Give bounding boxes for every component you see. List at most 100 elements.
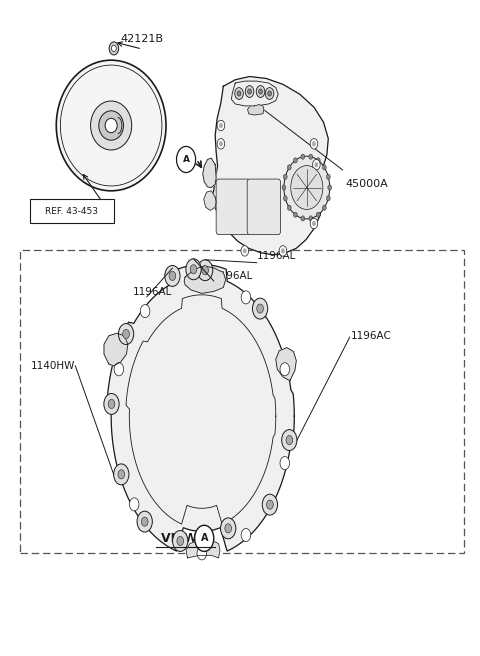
Polygon shape <box>276 348 296 380</box>
Circle shape <box>114 464 129 485</box>
Ellipse shape <box>91 101 132 150</box>
Circle shape <box>108 400 115 409</box>
Circle shape <box>281 249 285 253</box>
Circle shape <box>217 120 225 131</box>
Ellipse shape <box>56 60 166 191</box>
Circle shape <box>309 216 312 221</box>
Circle shape <box>312 221 316 226</box>
Text: 45000A: 45000A <box>345 179 388 190</box>
Circle shape <box>328 185 332 190</box>
Circle shape <box>293 212 297 217</box>
Circle shape <box>220 518 236 539</box>
Circle shape <box>326 174 330 180</box>
Circle shape <box>291 165 323 209</box>
Text: 1196AL: 1196AL <box>214 271 253 281</box>
Circle shape <box>119 323 134 344</box>
Circle shape <box>248 89 252 94</box>
Circle shape <box>262 494 277 515</box>
Circle shape <box>268 91 272 96</box>
Circle shape <box>219 141 223 146</box>
Circle shape <box>219 123 223 128</box>
Circle shape <box>316 158 320 163</box>
Circle shape <box>123 329 130 338</box>
Circle shape <box>314 162 318 167</box>
Polygon shape <box>203 158 216 188</box>
FancyBboxPatch shape <box>216 179 250 235</box>
Circle shape <box>265 88 274 99</box>
Ellipse shape <box>99 111 123 140</box>
Circle shape <box>130 498 139 511</box>
Polygon shape <box>104 333 128 366</box>
Circle shape <box>225 523 231 533</box>
Polygon shape <box>204 191 216 211</box>
Text: 1196AL: 1196AL <box>132 287 172 297</box>
Circle shape <box>137 511 152 532</box>
Circle shape <box>114 363 124 376</box>
Circle shape <box>169 272 176 281</box>
Circle shape <box>237 91 241 96</box>
Circle shape <box>283 174 287 180</box>
Text: 42121B: 42121B <box>120 34 164 44</box>
Circle shape <box>283 195 287 201</box>
Polygon shape <box>184 266 226 293</box>
Circle shape <box>186 259 201 279</box>
Circle shape <box>173 531 188 552</box>
Circle shape <box>257 304 264 313</box>
Circle shape <box>142 517 148 526</box>
Circle shape <box>197 260 213 281</box>
Circle shape <box>118 470 125 479</box>
Bar <box>21 250 464 554</box>
Circle shape <box>323 205 326 211</box>
Circle shape <box>259 89 263 94</box>
Circle shape <box>312 159 320 170</box>
Text: 1140HW: 1140HW <box>31 361 75 371</box>
Circle shape <box>323 165 326 170</box>
Ellipse shape <box>105 118 117 133</box>
Circle shape <box>301 154 305 159</box>
Circle shape <box>243 249 247 253</box>
Text: A: A <box>182 155 190 164</box>
Circle shape <box>288 165 291 170</box>
Circle shape <box>195 525 214 552</box>
Polygon shape <box>186 541 220 558</box>
Circle shape <box>177 537 183 546</box>
Text: 1196AC: 1196AC <box>351 331 392 342</box>
Circle shape <box>293 158 297 163</box>
Circle shape <box>286 436 293 445</box>
Text: 1196AL: 1196AL <box>257 251 296 260</box>
Circle shape <box>202 266 208 275</box>
Circle shape <box>140 304 150 318</box>
Circle shape <box>326 195 330 201</box>
Polygon shape <box>213 77 328 255</box>
Circle shape <box>241 291 251 304</box>
Circle shape <box>241 246 249 256</box>
Polygon shape <box>107 264 294 551</box>
Circle shape <box>190 265 197 274</box>
Circle shape <box>111 45 116 52</box>
Circle shape <box>280 457 289 470</box>
Circle shape <box>241 529 251 541</box>
Circle shape <box>252 298 268 319</box>
Circle shape <box>310 138 318 149</box>
Circle shape <box>109 42 119 55</box>
Circle shape <box>310 218 318 229</box>
Circle shape <box>284 156 330 219</box>
Circle shape <box>316 212 320 217</box>
FancyBboxPatch shape <box>247 179 281 235</box>
Circle shape <box>256 86 265 97</box>
Text: A: A <box>201 533 208 543</box>
Circle shape <box>279 246 287 256</box>
Circle shape <box>104 394 119 415</box>
Circle shape <box>282 185 286 190</box>
Circle shape <box>301 216 305 221</box>
FancyBboxPatch shape <box>30 199 114 224</box>
Circle shape <box>217 138 225 149</box>
Text: VIEW: VIEW <box>161 532 202 545</box>
Circle shape <box>177 146 196 173</box>
Circle shape <box>288 205 291 211</box>
Circle shape <box>235 88 243 99</box>
Circle shape <box>312 141 316 146</box>
Circle shape <box>266 500 273 509</box>
Circle shape <box>280 363 289 376</box>
Circle shape <box>197 547 206 560</box>
